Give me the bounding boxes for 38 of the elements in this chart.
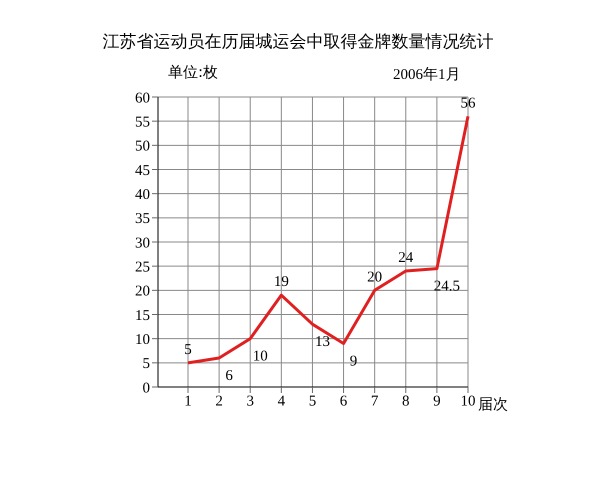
y-tick-label: 15 [135, 308, 150, 324]
y-tick-label: 5 [142, 356, 150, 372]
line-series [186, 114, 470, 364]
x-tick-label: 7 [370, 394, 379, 410]
y-axis-title: 单位:枚 [168, 63, 218, 82]
y-tick-label: 35 [135, 211, 150, 228]
y-tick-label: 60 [135, 90, 150, 106]
y-tick-label: 50 [135, 138, 150, 155]
y-tick-label: 25 [135, 259, 150, 276]
x-tick-label: 8 [402, 394, 410, 410]
text: 2006年1月 [393, 66, 460, 84]
data-label: 56 [460, 95, 476, 112]
data-label: 9 [350, 354, 358, 370]
x-tick-label: 4 [278, 394, 286, 410]
y-tick-label: 55 [135, 114, 150, 130]
x-axis-title: 届次 [478, 395, 508, 414]
data-label: 20 [367, 269, 382, 286]
y-tick-label: 20 [135, 284, 150, 300]
y-tick-label: 45 [135, 162, 150, 179]
data-label: 5 [184, 342, 192, 358]
y-tick-label: 40 [135, 186, 150, 203]
x-tick-label: 3 [246, 394, 254, 410]
data-label: 10 [252, 348, 268, 365]
x-tick-label: 9 [433, 394, 441, 410]
x-tick-label: 10 [460, 394, 476, 410]
y-tick-label: 30 [135, 235, 150, 252]
x-tick-label: 1 [184, 394, 192, 410]
data-label: 24 [398, 250, 414, 266]
y-tick-label: 0 [142, 380, 150, 396]
chart-title: 江苏省运动员在历届城运会中取得金牌数量情况统计 [102, 31, 494, 53]
x-tick-label: 6 [340, 394, 348, 410]
x-tick-label: 5 [308, 394, 316, 410]
y-tick-label: 10 [135, 332, 150, 348]
data-label: 19 [274, 274, 289, 290]
data-label: 6 [225, 368, 234, 384]
x-tick-label: 2 [215, 394, 223, 410]
data-label: 24.5 [434, 278, 460, 295]
data-label: 13 [314, 334, 330, 350]
